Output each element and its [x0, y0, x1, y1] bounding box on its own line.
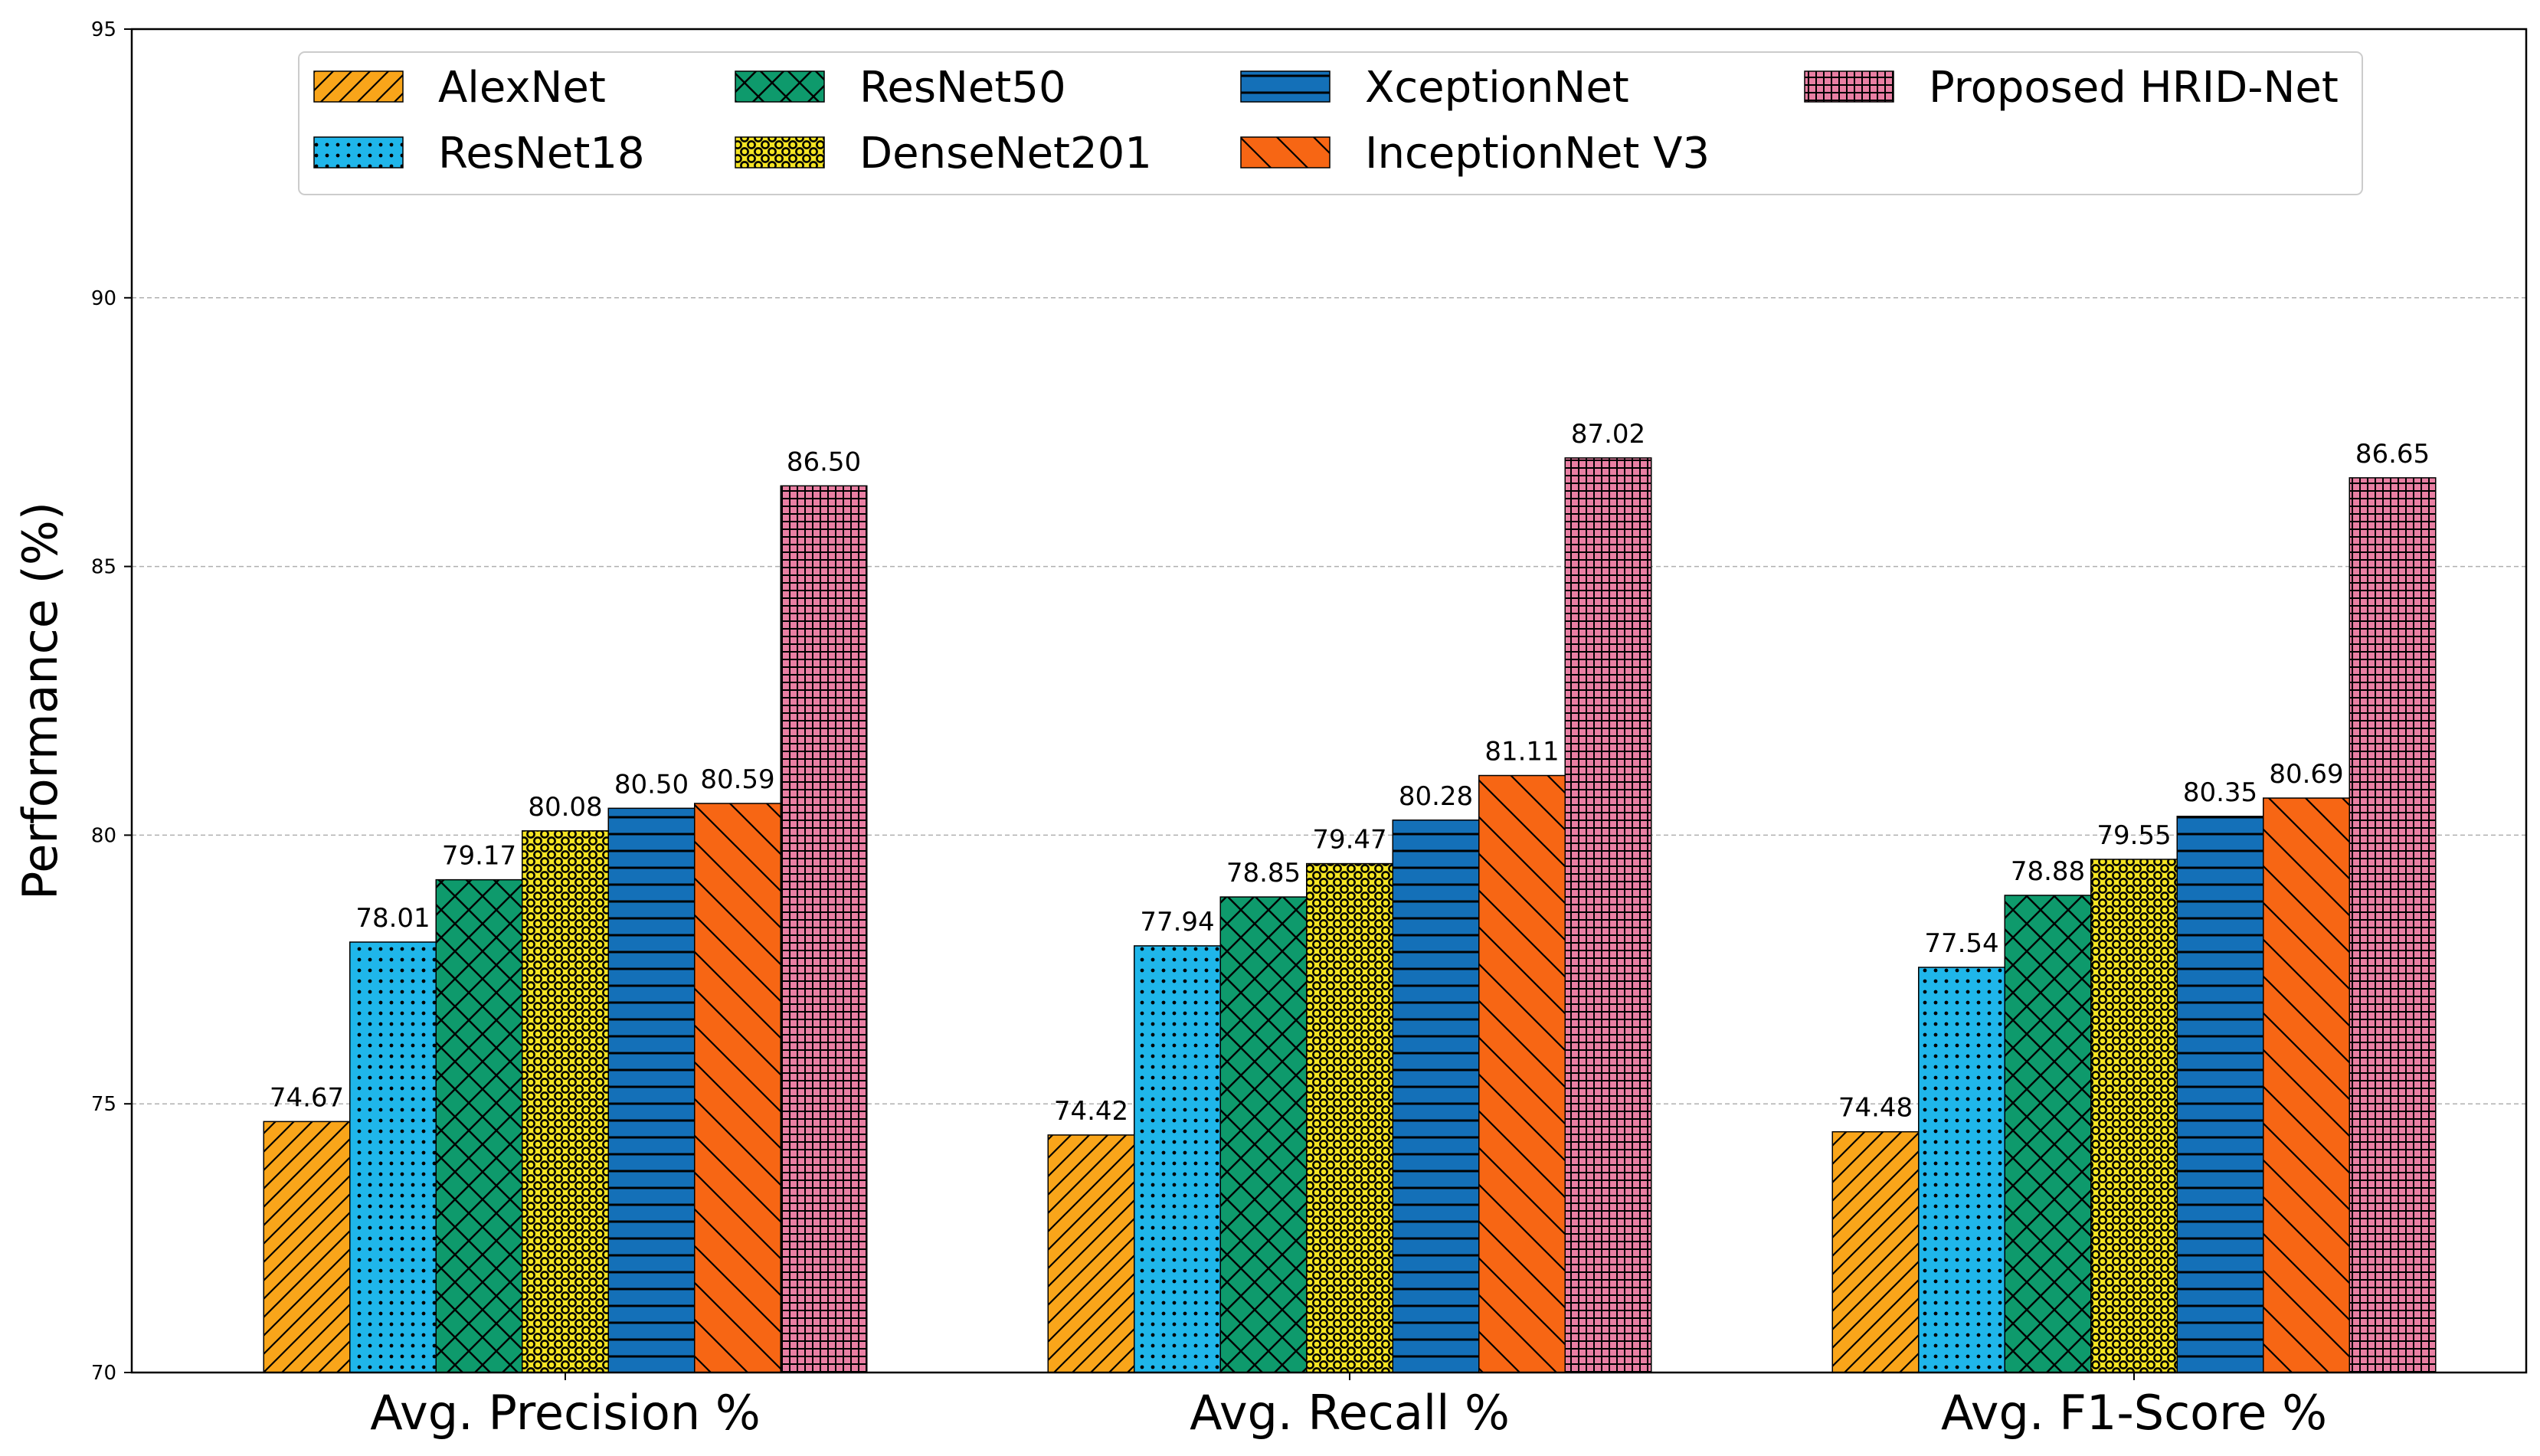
data-label-resnet50-avg-precision: 79.17	[442, 841, 516, 872]
data-label-proposed-hrid-net-avg-f1-score: 86.65	[2355, 439, 2430, 470]
bar-densenet201-avg-recall	[1306, 862, 1393, 1373]
legend-label-densenet201: DenseNet201	[859, 129, 1152, 178]
y-tick-label-80: 80	[91, 824, 116, 847]
legend-label-inceptionnet-v3: InceptionNet V3	[1365, 129, 1710, 178]
bars	[263, 457, 2437, 1373]
data-label-proposed-hrid-net-avg-recall: 87.02	[1571, 419, 1645, 450]
bar-proposed-hrid-net-avg-f1-score	[2349, 477, 2437, 1373]
data-label-densenet201-avg-precision: 80.08	[528, 792, 602, 823]
legend: AlexNet ResNet18 ResNet50 DenseNet201 Xcepti…	[298, 51, 2363, 195]
data-label-resnet50-avg-f1-score: 78.88	[2011, 856, 2085, 887]
y-axis-ticks: 70 75 80 85 90 95	[91, 18, 132, 1385]
data-labels: 74.67 78.01 79.17 80.08 80.50 80.59 86.50 74.42…	[270, 419, 2430, 1127]
legend-swatch-densenet201	[735, 136, 825, 169]
legend-swatch-inceptionnet-v3	[1240, 136, 1331, 169]
bar-alexnet-avg-precision	[263, 1121, 351, 1373]
data-label-resnet18-avg-precision: 78.01	[355, 903, 430, 934]
data-label-alexnet-avg-f1-score: 74.48	[1838, 1093, 1913, 1124]
legend-swatch-resnet50	[735, 70, 825, 103]
bar-resnet50-avg-precision	[435, 879, 523, 1373]
data-label-inceptionnet-v3-avg-recall: 81.11	[1484, 737, 1559, 767]
x-category-label-avg-precision: Avg. Precision %	[370, 1385, 761, 1441]
data-label-densenet201-avg-recall: 79.47	[1312, 825, 1386, 856]
data-label-densenet201-avg-f1-score: 79.55	[2096, 820, 2171, 851]
legend-label-proposed-hrid-net: Proposed HRID-Net	[1929, 63, 2339, 113]
data-label-inceptionnet-v3-avg-f1-score: 80.69	[2269, 759, 2343, 790]
plot-area-frame	[130, 28, 2528, 1374]
legend-label-resnet18: ResNet18	[438, 129, 645, 178]
y-axis-label: Performance (%)	[12, 502, 68, 900]
data-label-resnet18-avg-recall: 77.94	[1140, 907, 1214, 937]
bar-proposed-hrid-net-avg-recall	[1564, 457, 1652, 1373]
x-category-label-avg-recall: Avg. Recall %	[1190, 1385, 1510, 1441]
bar-resnet50-avg-f1-score	[2004, 895, 2092, 1373]
bar-inceptionnet-v3-avg-recall	[1478, 774, 1566, 1373]
bar-xceptionnet-avg-recall	[1392, 820, 1480, 1373]
bar-proposed-hrid-net-avg-precision	[780, 485, 868, 1373]
bar-resnet50-avg-recall	[1219, 896, 1308, 1373]
x-axis-ticks: Avg. Precision % Avg. Recall % Avg. F1-Sco…	[370, 1373, 2327, 1441]
y-tick-label-70: 70	[91, 1362, 116, 1385]
legend-label-resnet50: ResNet50	[859, 63, 1066, 113]
data-label-alexnet-avg-precision: 74.67	[270, 1082, 344, 1113]
legend-label-alexnet: AlexNet	[438, 63, 606, 113]
y-tick-label-85: 85	[91, 556, 116, 579]
data-label-xceptionnet-avg-precision: 80.50	[614, 769, 689, 800]
y-tick-label-90: 90	[91, 287, 116, 310]
data-label-xceptionnet-avg-f1-score: 80.35	[2183, 777, 2257, 808]
legend-swatch-xceptionnet	[1240, 70, 1331, 103]
bar-resnet18-avg-recall	[1134, 945, 1221, 1373]
data-label-resnet18-avg-f1-score: 77.54	[1924, 928, 1998, 959]
legend-label-xceptionnet: XceptionNet	[1365, 63, 1629, 113]
y-tick-label-95: 95	[91, 18, 116, 41]
legend-swatch-proposed-hrid-net	[1804, 70, 1894, 103]
bar-xceptionnet-avg-f1-score	[2176, 816, 2264, 1373]
data-label-inceptionnet-v3-avg-precision: 80.59	[700, 764, 774, 795]
bar-resnet18-avg-f1-score	[1918, 967, 2005, 1373]
legend-swatch-resnet18	[313, 136, 404, 169]
x-category-label-avg-f1-score: Avg. F1-Score %	[1941, 1385, 2327, 1441]
data-label-proposed-hrid-net-avg-precision: 86.50	[787, 447, 861, 477]
y-tick-label-75: 75	[91, 1093, 116, 1116]
data-label-xceptionnet-avg-recall: 80.28	[1399, 781, 1473, 812]
bar-densenet201-avg-f1-score	[2090, 859, 2178, 1373]
bar-alexnet-avg-f1-score	[1831, 1130, 1920, 1373]
bar-inceptionnet-v3-avg-precision	[694, 803, 781, 1373]
bar-resnet18-avg-precision	[349, 941, 437, 1373]
data-label-alexnet-avg-recall: 74.42	[1054, 1096, 1128, 1127]
bar-xceptionnet-avg-precision	[607, 807, 696, 1373]
bar-alexnet-avg-recall	[1047, 1134, 1135, 1373]
bar-inceptionnet-v3-avg-f1-score	[2263, 797, 2350, 1373]
data-label-resnet50-avg-recall: 78.85	[1226, 858, 1301, 888]
bar-densenet201-avg-precision	[522, 830, 609, 1373]
legend-swatch-alexnet	[313, 70, 404, 103]
